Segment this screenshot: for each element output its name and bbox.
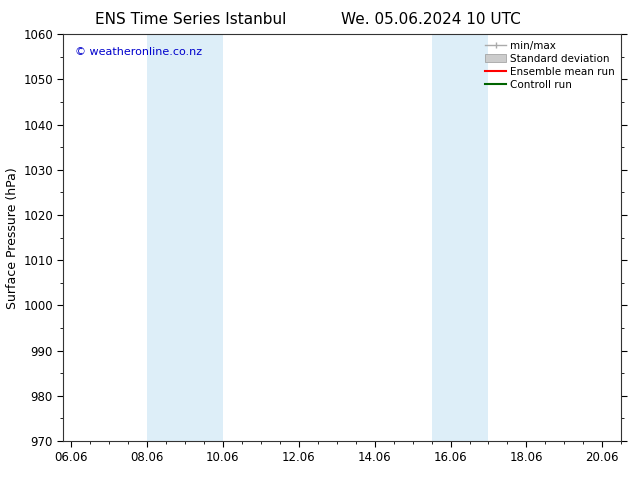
Legend: min/max, Standard deviation, Ensemble mean run, Controll run: min/max, Standard deviation, Ensemble me… (481, 36, 619, 94)
Text: We. 05.06.2024 10 UTC: We. 05.06.2024 10 UTC (341, 12, 521, 27)
Bar (432, 34, 488, 441)
Bar (147, 34, 223, 441)
Y-axis label: Surface Pressure (hPa): Surface Pressure (hPa) (6, 167, 19, 309)
Text: ENS Time Series Istanbul: ENS Time Series Istanbul (94, 12, 286, 27)
Text: © weatheronline.co.nz: © weatheronline.co.nz (75, 47, 202, 56)
